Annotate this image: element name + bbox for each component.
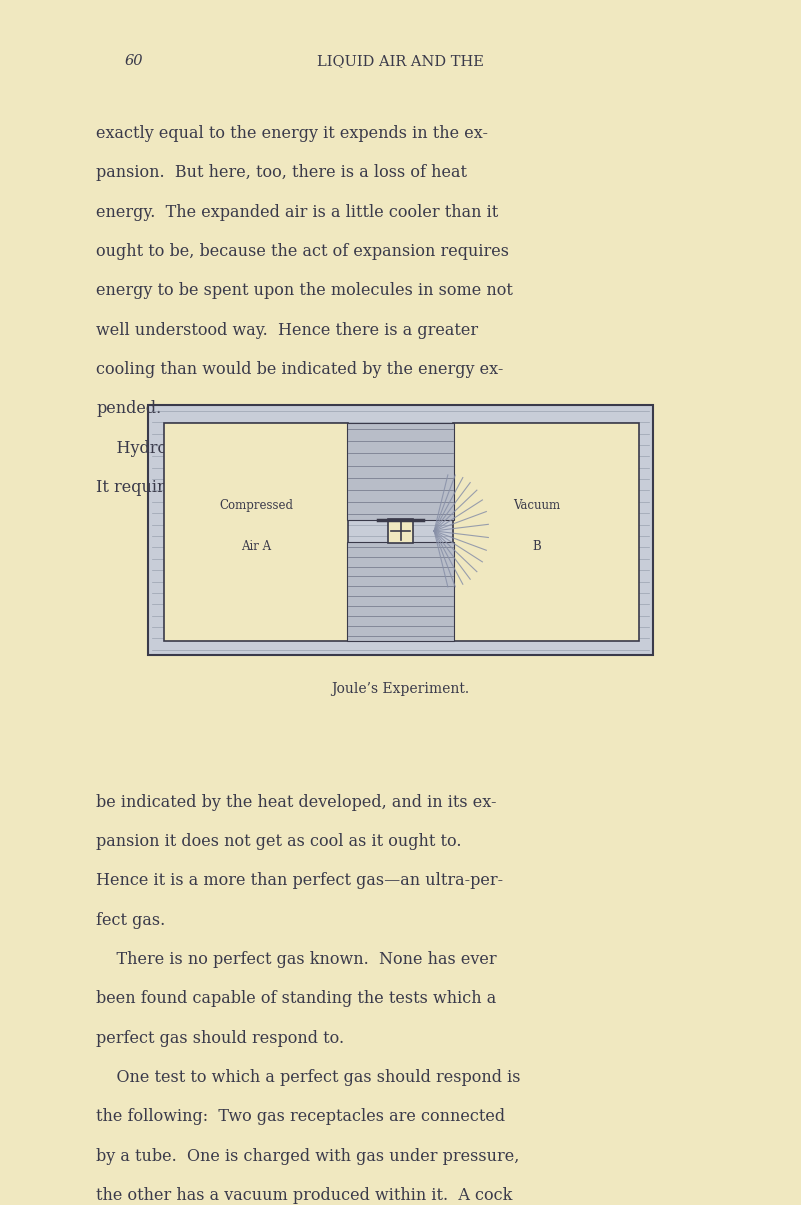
Text: Air A: Air A [241,540,272,553]
Text: been found capable of standing the tests which a: been found capable of standing the tests… [96,991,497,1007]
Text: It requires more energy to compress it than would: It requires more energy to compress it t… [96,480,509,496]
Text: exactly equal to the energy it expends in the ex-: exactly equal to the energy it expends i… [96,125,488,142]
Bar [347,541,454,641]
Text: Joule’s Experiment.: Joule’s Experiment. [332,682,469,695]
Text: the other has a vacuum produced within it.  A cock: the other has a vacuum produced within i… [96,1187,513,1204]
Text: well understood way.  Hence there is a greater: well understood way. Hence there is a gr… [96,322,478,339]
Text: Hence it is a more than perfect gas—an ultra-per-: Hence it is a more than perfect gas—an u… [96,872,503,889]
Text: One test to which a perfect gas should respond is: One test to which a perfect gas should r… [96,1069,521,1086]
Text: Compressed: Compressed [219,499,293,512]
Text: the following:  Two gas receptacles are connected: the following: Two gas receptacles are c… [96,1109,505,1125]
Text: Vacuum: Vacuum [513,499,560,512]
Text: be indicated by the heat developed, and in its ex-: be indicated by the heat developed, and … [96,794,497,811]
Bar [164,423,348,641]
Text: fect gas.: fect gas. [96,912,165,929]
Text: energy.  The expanded air is a little cooler than it: energy. The expanded air is a little coo… [96,204,498,221]
Text: ought to be, because the act of expansion requires: ought to be, because the act of expansio… [96,243,509,260]
Bar [347,423,454,521]
Text: 60: 60 [124,54,143,67]
Bar [453,423,639,641]
Text: pended.: pended. [96,400,161,417]
Text: Hydrogen is a gas that acts in the opposite way.: Hydrogen is a gas that acts in the oppos… [96,440,507,457]
Text: perfect gas should respond to.: perfect gas should respond to. [96,1029,344,1047]
Text: pansion it does not get as cool as it ought to.: pansion it does not get as cool as it ou… [96,833,461,850]
Text: LIQUID AIR AND THE: LIQUID AIR AND THE [317,54,484,67]
Bar [148,405,653,656]
Text: B: B [532,540,541,553]
Text: by a tube.  One is charged with gas under pressure,: by a tube. One is charged with gas under… [96,1147,520,1164]
Text: pansion.  But here, too, there is a loss of heat: pansion. But here, too, there is a loss … [96,164,467,182]
Text: There is no perfect gas known.  None has ever: There is no perfect gas known. None has … [96,951,497,968]
Text: energy to be spent upon the molecules in some not: energy to be spent upon the molecules in… [96,282,513,299]
Text: cooling than would be indicated by the energy ex-: cooling than would be indicated by the e… [96,362,504,378]
Bar [388,519,413,542]
